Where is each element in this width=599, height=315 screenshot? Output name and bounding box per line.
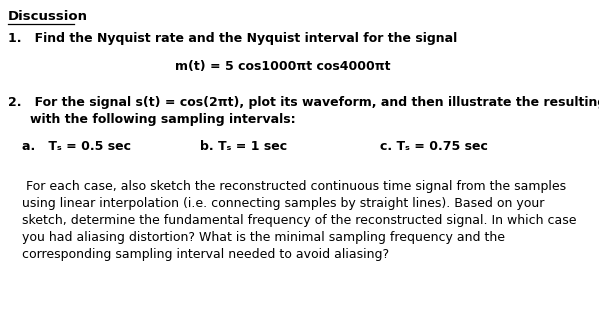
Text: using linear interpolation (i.e. connecting samples by straight lines). Based on: using linear interpolation (i.e. connect…: [22, 197, 544, 210]
Text: c. Tₛ = 0.75 sec: c. Tₛ = 0.75 sec: [380, 140, 488, 153]
Text: sketch, determine the fundamental frequency of the reconstructed signal. In whic: sketch, determine the fundamental freque…: [22, 214, 576, 227]
Text: corresponding sampling interval needed to avoid aliasing?: corresponding sampling interval needed t…: [22, 248, 389, 261]
Text: For each case, also sketch the reconstructed continuous time signal from the sam: For each case, also sketch the reconstru…: [22, 180, 566, 193]
Text: a.   Tₛ = 0.5 sec: a. Tₛ = 0.5 sec: [22, 140, 131, 153]
Text: with the following sampling intervals:: with the following sampling intervals:: [30, 113, 296, 126]
Text: 2.   For the signal s(t) = cos(2πt), plot its waveform, and then illustrate the : 2. For the signal s(t) = cos(2πt), plot …: [8, 96, 599, 109]
Text: 1.   Find the Nyquist rate and the Nyquist interval for the signal: 1. Find the Nyquist rate and the Nyquist…: [8, 32, 457, 45]
Text: m(t) = 5 cos1000πt cos4000πt: m(t) = 5 cos1000πt cos4000πt: [175, 60, 391, 73]
Text: Discussion: Discussion: [8, 10, 88, 23]
Text: you had aliasing distortion? What is the minimal sampling frequency and the: you had aliasing distortion? What is the…: [22, 231, 505, 244]
Text: b. Tₛ = 1 sec: b. Tₛ = 1 sec: [200, 140, 287, 153]
